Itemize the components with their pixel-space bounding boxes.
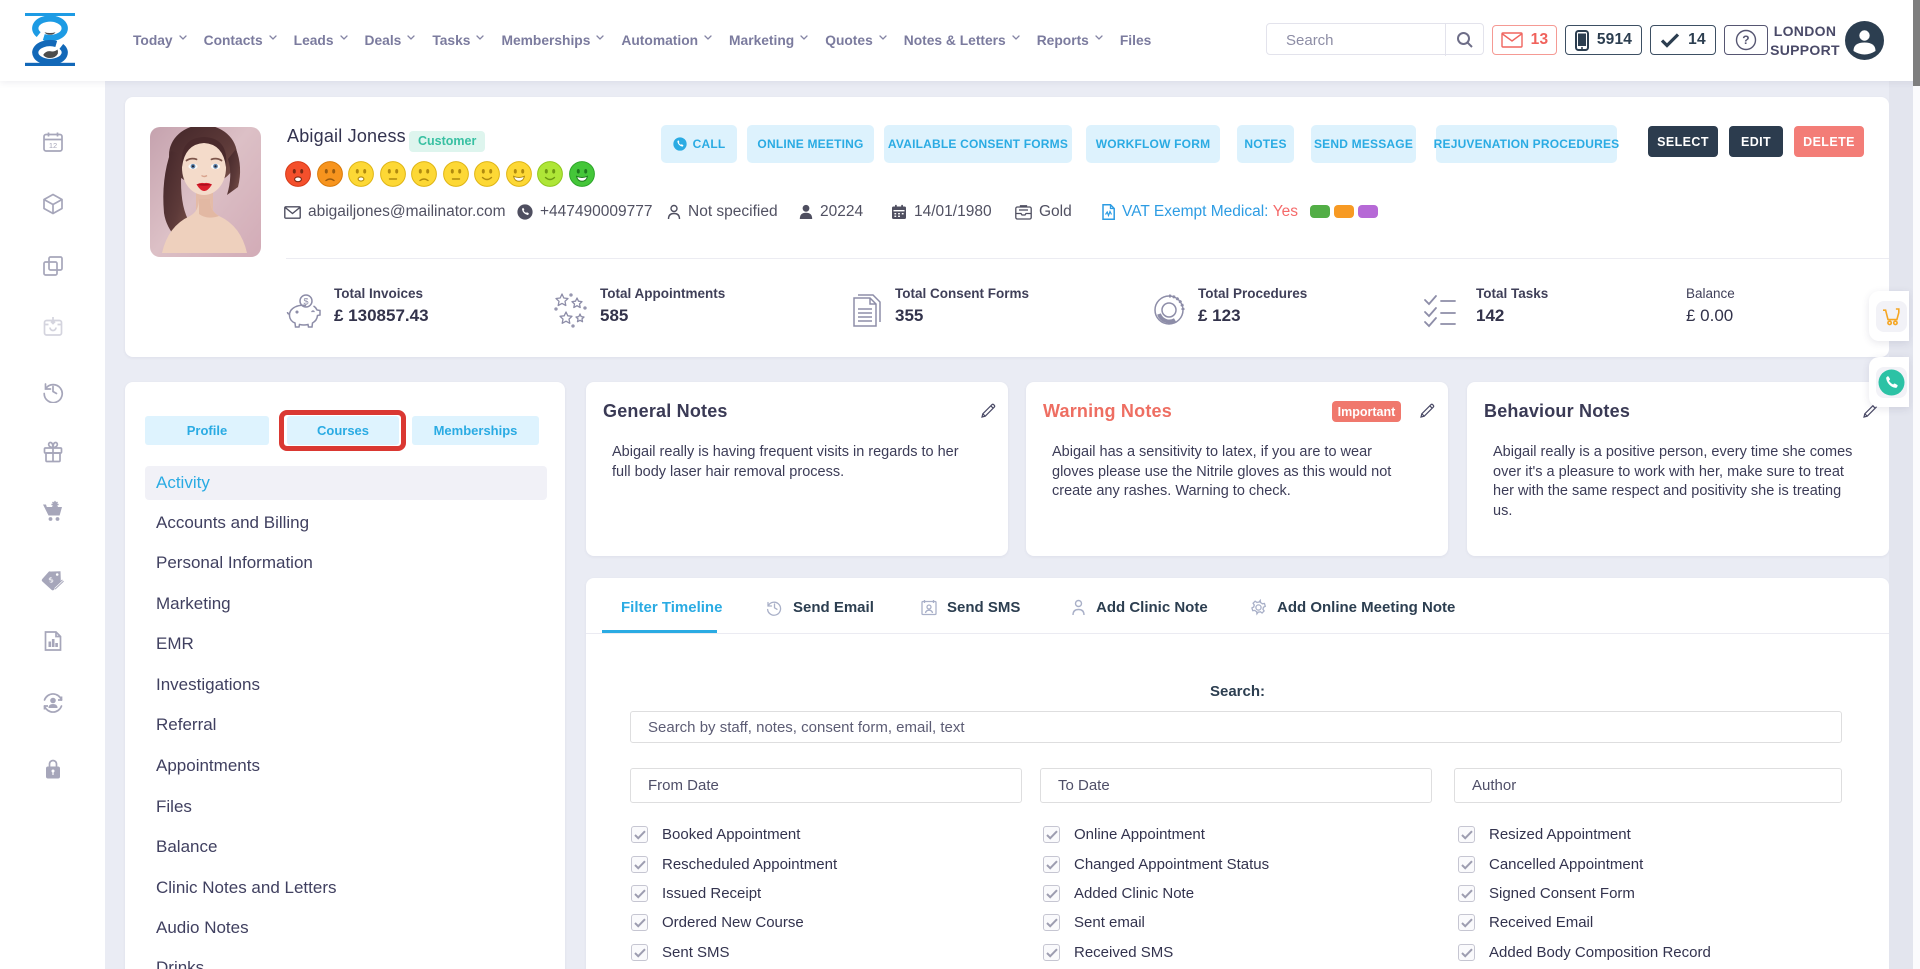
svg-text:?: ? [1742,33,1750,47]
svg-text:$: $ [48,575,56,585]
svg-text:12: 12 [49,141,57,150]
svg-text:$: $ [303,297,308,307]
